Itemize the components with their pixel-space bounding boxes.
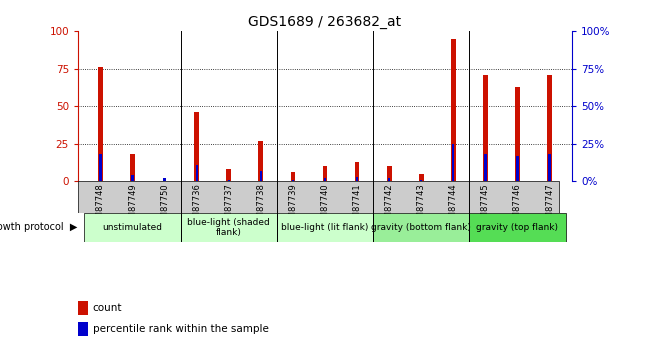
Text: unstimulated: unstimulated xyxy=(103,223,162,232)
Text: GSM87740: GSM87740 xyxy=(320,183,330,229)
Bar xyxy=(259,141,263,181)
Bar xyxy=(419,174,424,181)
Text: gravity (bottom flank): gravity (bottom flank) xyxy=(371,223,471,232)
Text: GSM87744: GSM87744 xyxy=(448,183,458,229)
Text: GSM87742: GSM87742 xyxy=(385,183,394,229)
Bar xyxy=(78,322,88,336)
Bar xyxy=(420,180,423,181)
Bar xyxy=(226,169,231,181)
Bar xyxy=(277,213,373,242)
Text: GSM87747: GSM87747 xyxy=(545,183,554,229)
Text: percentile rank within the sample: percentile rank within the sample xyxy=(92,324,268,334)
Bar xyxy=(181,213,277,242)
Bar xyxy=(78,301,88,315)
Bar xyxy=(387,166,391,181)
Bar xyxy=(469,213,566,242)
Bar xyxy=(99,154,101,181)
Bar xyxy=(324,178,326,181)
Bar xyxy=(84,213,181,242)
Bar xyxy=(98,67,103,181)
Bar xyxy=(356,177,358,181)
Bar xyxy=(484,154,486,181)
Text: GSM87737: GSM87737 xyxy=(224,183,233,229)
Title: GDS1689 / 263682_at: GDS1689 / 263682_at xyxy=(248,14,402,29)
Bar xyxy=(355,162,359,181)
Text: GSM87748: GSM87748 xyxy=(96,183,105,229)
Bar xyxy=(196,165,198,181)
Text: gravity (top flank): gravity (top flank) xyxy=(476,223,558,232)
Text: GSM87749: GSM87749 xyxy=(128,183,137,229)
Bar xyxy=(515,87,520,181)
Bar xyxy=(292,180,294,181)
Text: blue-light (shaded
flank): blue-light (shaded flank) xyxy=(187,218,270,237)
Bar xyxy=(547,75,552,181)
Text: GSM87739: GSM87739 xyxy=(289,183,298,229)
Bar xyxy=(130,154,135,181)
Bar xyxy=(483,75,488,181)
Text: growth protocol  ▶: growth protocol ▶ xyxy=(0,223,77,233)
Bar xyxy=(388,178,390,181)
Text: GSM87736: GSM87736 xyxy=(192,183,202,229)
Bar xyxy=(322,166,328,181)
Bar xyxy=(164,178,166,181)
Bar xyxy=(451,39,456,181)
Bar xyxy=(131,175,134,181)
Bar xyxy=(194,112,199,181)
Text: GSM87746: GSM87746 xyxy=(513,183,522,229)
Bar xyxy=(227,180,230,181)
Bar xyxy=(373,213,469,242)
Text: GSM87741: GSM87741 xyxy=(352,183,361,229)
Text: GSM87750: GSM87750 xyxy=(160,183,169,229)
Text: GSM87738: GSM87738 xyxy=(256,183,265,229)
Bar xyxy=(549,154,551,181)
Bar xyxy=(291,172,295,181)
Bar xyxy=(516,156,519,181)
Text: GSM87745: GSM87745 xyxy=(481,183,490,229)
Text: count: count xyxy=(92,303,122,313)
Text: blue-light (lit flank): blue-light (lit flank) xyxy=(281,223,369,232)
Bar xyxy=(452,144,454,181)
Bar xyxy=(260,171,262,181)
Text: GSM87743: GSM87743 xyxy=(417,183,426,229)
